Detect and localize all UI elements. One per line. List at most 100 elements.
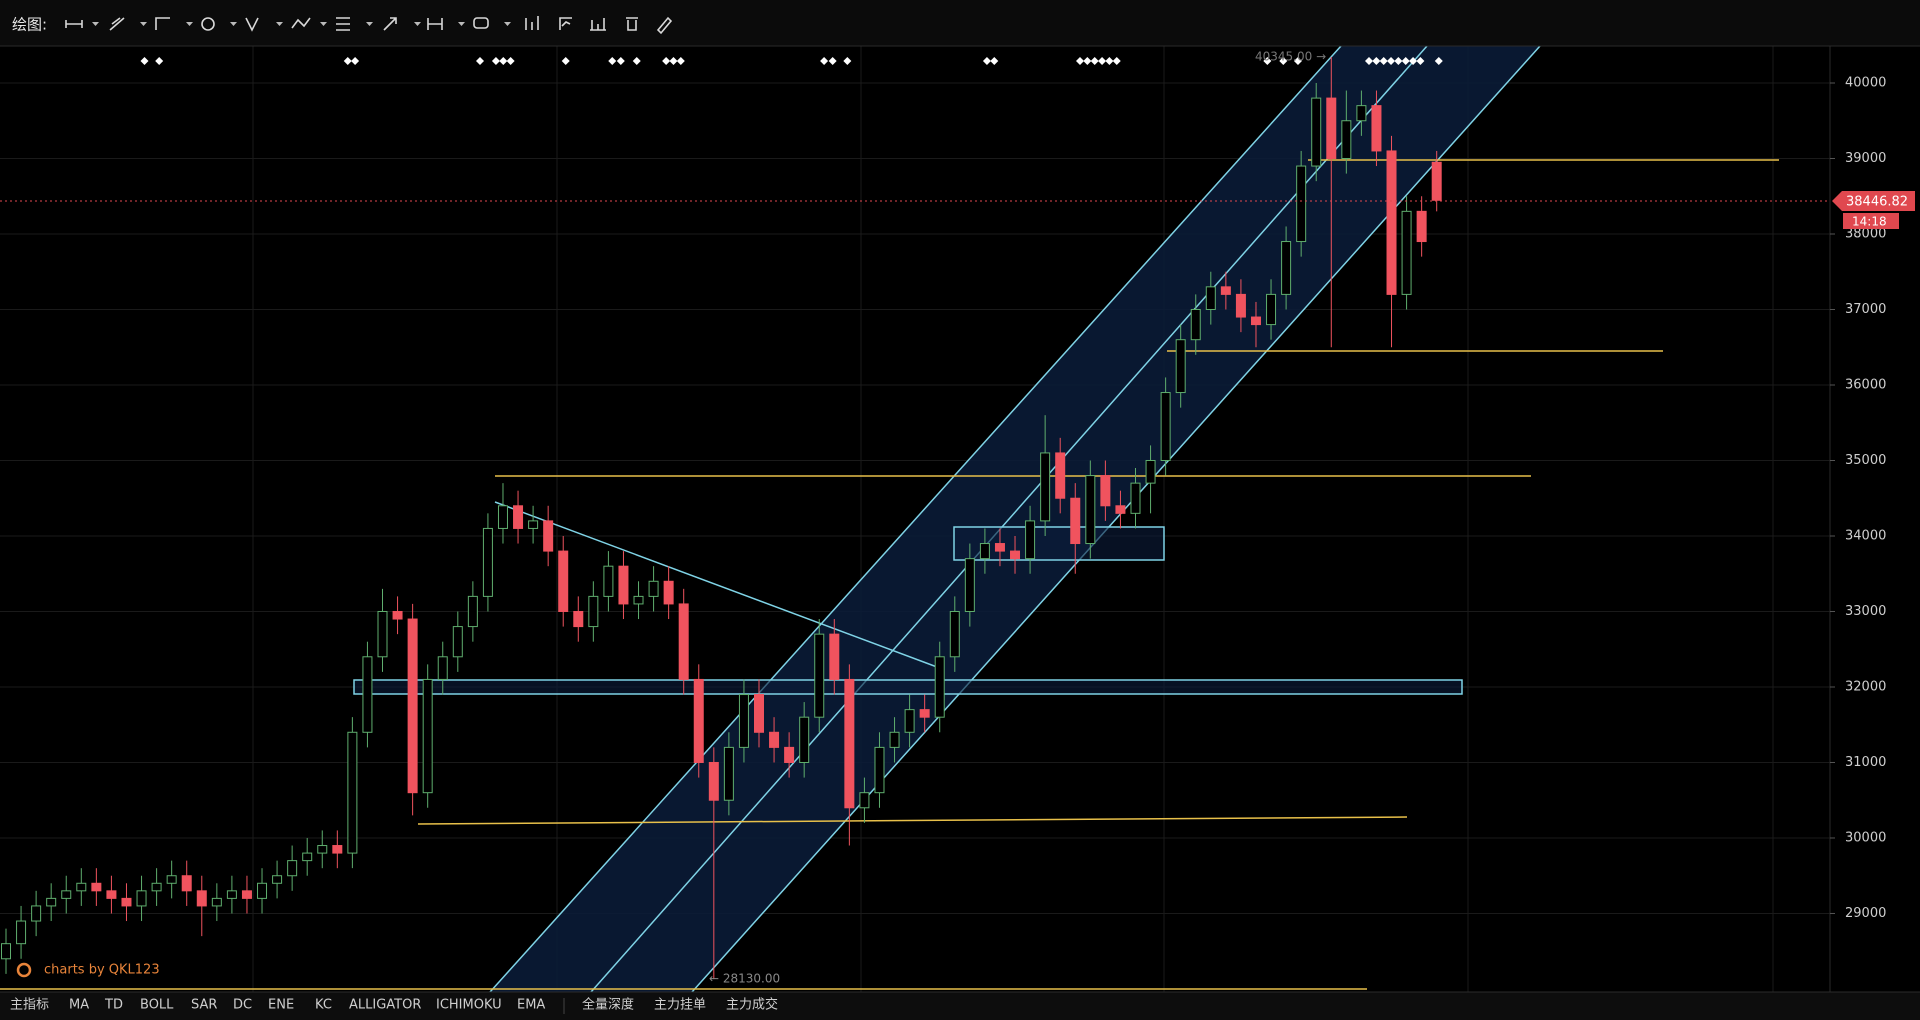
candle-body	[1025, 520, 1036, 560]
candle-body	[1040, 452, 1051, 522]
tool-angle[interactable]	[155, 17, 170, 30]
channel-middle	[590, 45, 1428, 993]
event-marker	[843, 57, 852, 65]
tool-wave[interactable]	[291, 17, 311, 29]
tool-hline[interactable]	[65, 20, 83, 28]
event-marker	[351, 57, 360, 65]
candle-body	[437, 656, 448, 680]
indicator-tab[interactable]: TD	[104, 998, 123, 1013]
candle-body	[573, 610, 584, 628]
y-tick-label: 36000	[1845, 377, 1886, 392]
candle-body	[1160, 392, 1171, 461]
indicator-tab[interactable]: DC	[233, 998, 252, 1013]
y-tick-label: 38000	[1845, 226, 1886, 241]
event-marker	[1401, 57, 1410, 65]
channel-upper	[489, 45, 1342, 993]
candle-body	[1085, 475, 1096, 545]
event-marker	[1090, 57, 1099, 65]
candle-body	[1326, 97, 1337, 159]
indicator-tab[interactable]: ICHIMOKU	[436, 998, 502, 1013]
indicator-tab[interactable]: 主力成交	[726, 997, 778, 1013]
y-tick-label: 35000	[1845, 453, 1886, 468]
tool-pattern[interactable]	[245, 17, 259, 32]
y-tick-label: 40000	[1845, 75, 1886, 90]
event-marker	[343, 57, 352, 65]
candle-body	[723, 746, 734, 801]
candle-body	[949, 610, 960, 658]
caret	[504, 22, 511, 26]
tool-note[interactable]	[473, 17, 489, 29]
event-marker	[1372, 57, 1381, 65]
channel-fill	[490, 46, 1540, 992]
event-marker	[1112, 57, 1121, 65]
tool-fib[interactable]	[336, 17, 350, 31]
tool-compare[interactable]	[559, 17, 572, 30]
candle-body	[1341, 120, 1352, 159]
indicator-tab[interactable]: KC	[315, 998, 332, 1013]
tool-volume[interactable]	[590, 18, 606, 31]
candle-body	[1205, 286, 1216, 310]
candle-body	[317, 845, 328, 854]
caret	[458, 22, 465, 26]
candle-body	[678, 603, 689, 680]
low-annotation: ← 28130.00	[709, 972, 780, 986]
candle-body	[257, 882, 268, 899]
indicator-tab[interactable]: ENE	[268, 998, 294, 1013]
tool-arrow[interactable]	[383, 17, 397, 31]
indicator-tab[interactable]: BOLL	[140, 998, 174, 1013]
indicator-tab[interactable]: EMA	[517, 998, 545, 1013]
tool-delete[interactable]	[626, 17, 638, 31]
indicator-tab[interactable]: SAR	[191, 998, 217, 1013]
y-tick-label: 30000	[1845, 830, 1886, 845]
trend-line	[494, 501, 938, 668]
candle-body	[738, 694, 749, 748]
candle-body	[422, 678, 433, 794]
y-axis: 29000 30000 31000 32000 33000 34000 35000 36000…	[1830, 75, 1886, 921]
tool-icons[interactable]	[65, 16, 673, 35]
candle-body	[1416, 210, 1427, 243]
indicator-tab[interactable]: 主力挂单	[654, 998, 706, 1013]
candle-body	[76, 882, 87, 892]
indicator-tab[interactable]: ALLIGATOR	[349, 998, 421, 1013]
candle-body	[603, 565, 614, 597]
indicator-tab[interactable]: 主指标	[10, 998, 49, 1013]
event-marker	[990, 57, 999, 65]
candle-body	[1070, 497, 1081, 545]
candle-body	[272, 875, 283, 884]
watermark-icon	[16, 962, 32, 978]
candle-body	[1115, 505, 1126, 514]
candle-body	[919, 709, 930, 718]
caret	[320, 22, 327, 26]
candle-body	[151, 882, 162, 892]
indicator-tab[interactable]: 全量深度	[582, 997, 634, 1013]
event-marker	[608, 57, 617, 65]
event-marker	[676, 57, 685, 65]
candle-body	[287, 860, 298, 877]
candle-body	[91, 882, 102, 892]
indicator-tab[interactable]: MA	[69, 998, 89, 1013]
tool-pen[interactable]	[656, 16, 673, 35]
event-marker	[1409, 57, 1418, 65]
candle-body	[452, 626, 463, 658]
tool-measure[interactable]	[427, 18, 443, 30]
candle-body	[1190, 308, 1201, 341]
watermark: charts by QKL123	[44, 963, 160, 978]
event-marker	[1263, 57, 1272, 65]
caret	[414, 22, 421, 26]
tool-carets	[92, 22, 511, 26]
candle-body	[1266, 293, 1277, 326]
caret	[366, 22, 373, 26]
candle-body	[121, 897, 132, 907]
candle-body	[1220, 286, 1231, 295]
candle-body	[1235, 293, 1246, 318]
event-marker	[1105, 57, 1114, 65]
event-marker	[1076, 57, 1085, 65]
tool-trend[interactable]	[109, 17, 125, 31]
tool-shape[interactable]	[201, 17, 215, 31]
candle-body	[106, 890, 117, 899]
tool-bars[interactable]	[525, 16, 539, 30]
candle-body	[663, 580, 674, 605]
indicator-bar	[0, 992, 1920, 1020]
